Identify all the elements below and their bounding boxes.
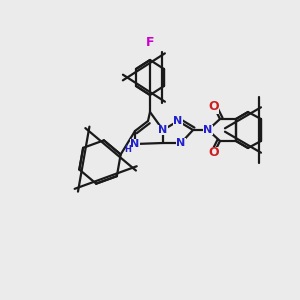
Text: H: H	[124, 145, 131, 154]
Text: N: N	[203, 125, 213, 135]
Text: O: O	[209, 146, 219, 160]
Text: N: N	[176, 138, 186, 148]
Text: N: N	[130, 139, 140, 149]
Text: F: F	[146, 37, 154, 50]
Text: N: N	[158, 125, 168, 135]
Text: N: N	[173, 116, 183, 126]
Text: O: O	[209, 100, 219, 113]
